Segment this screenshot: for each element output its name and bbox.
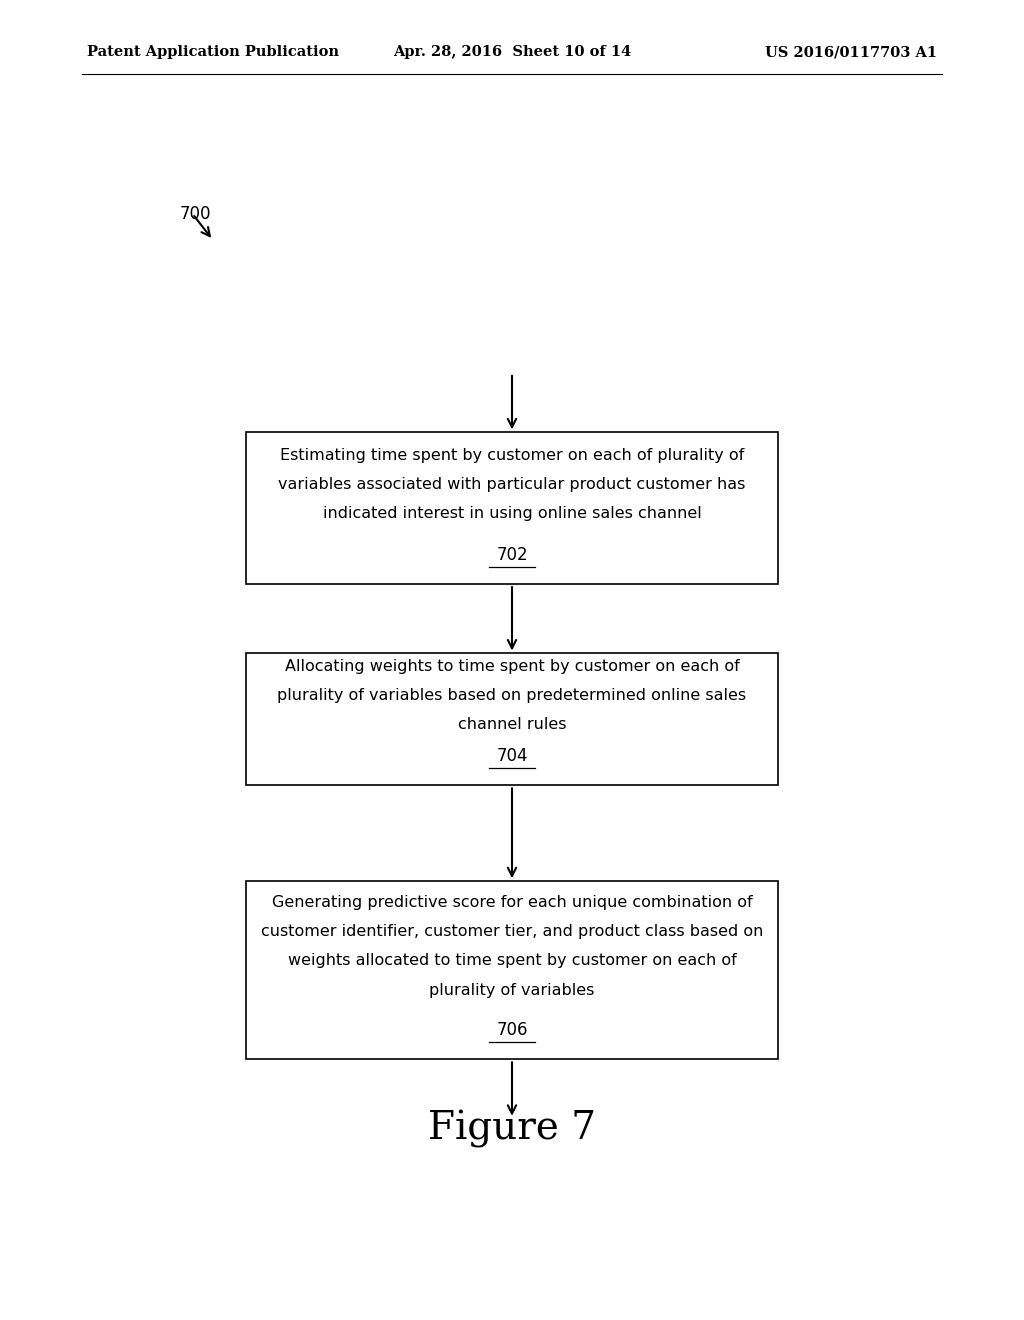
Text: 706: 706 bbox=[497, 1022, 527, 1039]
Text: US 2016/0117703 A1: US 2016/0117703 A1 bbox=[765, 45, 937, 59]
Text: Patent Application Publication: Patent Application Publication bbox=[87, 45, 339, 59]
Text: Generating predictive score for each unique combination of: Generating predictive score for each uni… bbox=[271, 895, 753, 911]
Text: 700: 700 bbox=[179, 205, 211, 223]
Text: variables associated with particular product customer has: variables associated with particular pro… bbox=[279, 477, 745, 492]
Text: weights allocated to time spent by customer on each of: weights allocated to time spent by custo… bbox=[288, 953, 736, 969]
Text: plurality of variables: plurality of variables bbox=[429, 982, 595, 998]
Text: Estimating time spent by customer on each of plurality of: Estimating time spent by customer on eac… bbox=[280, 447, 744, 463]
Text: channel rules: channel rules bbox=[458, 717, 566, 733]
Text: 702: 702 bbox=[497, 546, 527, 564]
Text: Apr. 28, 2016  Sheet 10 of 14: Apr. 28, 2016 Sheet 10 of 14 bbox=[393, 45, 631, 59]
Text: plurality of variables based on predetermined online sales: plurality of variables based on predeter… bbox=[278, 688, 746, 704]
FancyBboxPatch shape bbox=[246, 653, 778, 785]
Text: customer identifier, customer tier, and product class based on: customer identifier, customer tier, and … bbox=[261, 924, 763, 940]
Text: Figure 7: Figure 7 bbox=[428, 1110, 596, 1147]
Text: indicated interest in using online sales channel: indicated interest in using online sales… bbox=[323, 506, 701, 521]
FancyBboxPatch shape bbox=[246, 433, 778, 583]
FancyBboxPatch shape bbox=[246, 882, 778, 1059]
Text: Allocating weights to time spent by customer on each of: Allocating weights to time spent by cust… bbox=[285, 659, 739, 675]
Text: 704: 704 bbox=[497, 747, 527, 766]
